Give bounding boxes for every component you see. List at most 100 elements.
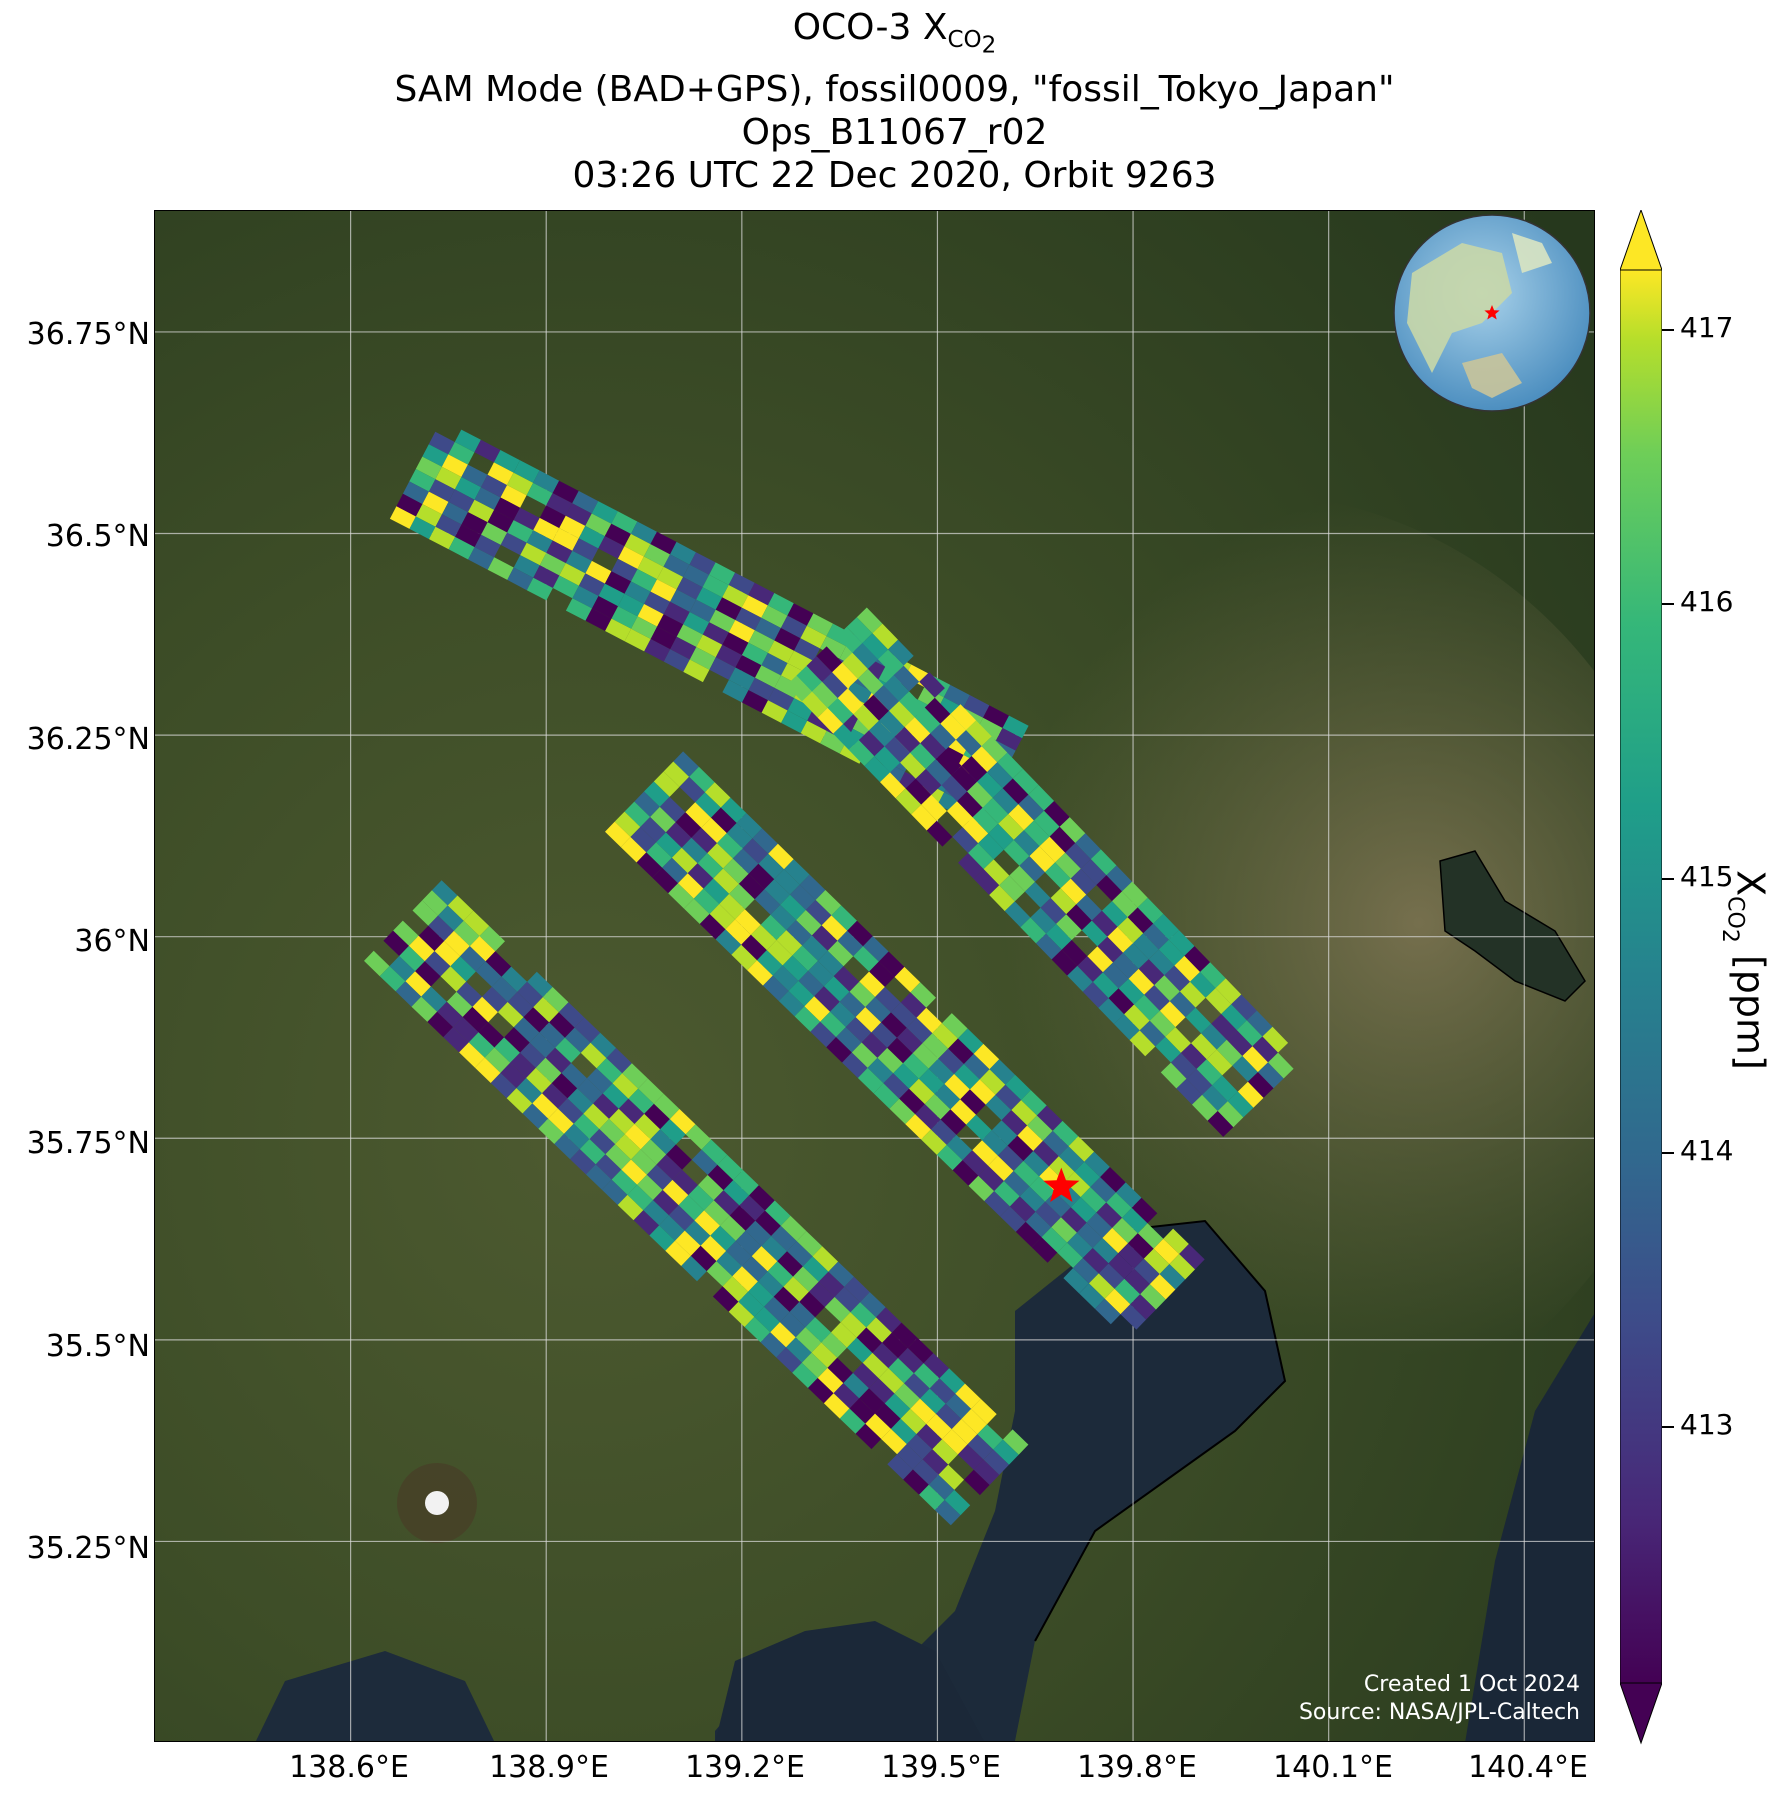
- xco2-sounding: [633, 1210, 660, 1236]
- xco2-sounding: [461, 464, 488, 488]
- xco2-sounding: [988, 1155, 1014, 1181]
- xco2-sounding: [875, 1403, 901, 1429]
- xco2-sounding: [533, 470, 560, 494]
- xco2-sounding: [760, 1332, 786, 1358]
- xco2-sounding: [738, 873, 765, 900]
- xco2-sounding: [957, 791, 983, 818]
- xco2-sounding: [434, 941, 461, 967]
- xco2-sounding: [889, 701, 915, 727]
- xco2-sounding: [873, 685, 900, 711]
- xco2-sounding: [709, 562, 736, 585]
- xco2-sounding: [1115, 1182, 1142, 1208]
- xco2-sounding: [422, 890, 448, 916]
- xco2-sounding: [507, 567, 534, 591]
- xco2-sounding: [689, 599, 716, 623]
- xco2-sounding: [1102, 962, 1129, 989]
- xco2-sounding: [657, 614, 684, 637]
- xco2-sounding: [583, 1103, 609, 1129]
- xco2-sounding: [897, 1444, 923, 1470]
- xco2-sounding: [706, 1261, 733, 1287]
- xco2-sounding: [907, 1337, 934, 1364]
- xco2-sounding: [735, 909, 761, 935]
- xco2-sounding: [1104, 1288, 1131, 1315]
- xco2-sounding: [630, 521, 657, 545]
- map-panel[interactable]: Created 1 Oct 2024 Source: NASA/JPL-Calt…: [154, 210, 1595, 1742]
- xco2-sounding: [723, 1180, 750, 1206]
- xco2-sounding: [786, 1337, 812, 1363]
- xco2-sounding: [577, 1078, 603, 1104]
- xco2-sounding: [1139, 1020, 1166, 1047]
- xco2-sounding: [742, 690, 768, 713]
- xco2-sounding: [943, 684, 970, 708]
- xco2-sounding: [462, 1006, 489, 1033]
- xco2-sounding: [971, 746, 998, 773]
- xco2-sounding: [624, 581, 651, 604]
- xco2-sounding: [454, 477, 481, 500]
- xco2-sounding: [599, 1118, 625, 1145]
- xco2-sounding: [713, 1190, 740, 1216]
- xco2-sounding: [830, 1001, 856, 1028]
- xco2-sounding: [1063, 1268, 1089, 1294]
- lat-tick-label: 36.25°N: [26, 722, 150, 757]
- xco2-sounding: [979, 1069, 1006, 1095]
- xco2-sounding: [1247, 1072, 1274, 1098]
- xco2-sounding: [631, 1149, 657, 1175]
- xco2-sounding: [546, 493, 573, 516]
- xco2-sounding: [513, 460, 540, 483]
- xco2-sounding: [972, 1140, 998, 1166]
- xco2-sounding: [1131, 1197, 1158, 1224]
- xco2-sounding: [1005, 1074, 1031, 1101]
- xco2-sounding: [1206, 1049, 1233, 1076]
- xco2-sounding: [598, 583, 625, 607]
- xco2-sounding: [926, 1413, 952, 1440]
- xco2-sounding: [447, 895, 474, 921]
- xco2-sounding: [1114, 1014, 1140, 1041]
- xco2-sounding: [513, 555, 540, 578]
- xco2-sounding: [699, 914, 726, 940]
- xco2-sounding: [1095, 1298, 1121, 1325]
- xco2-sounding: [522, 1103, 549, 1129]
- xco2-sounding: [435, 466, 462, 490]
- xco2-sounding: [843, 1373, 869, 1399]
- xco2-sounding: [517, 981, 543, 1008]
- xco2-sounding: [396, 493, 423, 517]
- xco2-sounding: [487, 462, 514, 486]
- xco2-sounding: [1148, 949, 1175, 976]
- xco2-sounding: [685, 1124, 712, 1150]
- xco2-sounding: [558, 1002, 585, 1028]
- xco2-sounding: [526, 577, 553, 601]
- xco2-sounding: [846, 1337, 873, 1363]
- xco2-sounding: [1108, 988, 1135, 1015]
- xco2-sounding: [565, 550, 592, 574]
- xco2-sounding: [817, 707, 844, 734]
- xco2-sounding: [673, 751, 699, 777]
- xco2-sounding: [1055, 852, 1081, 879]
- xco2-sounding: [894, 966, 921, 993]
- lat-tick-label: 35.25°N: [26, 1531, 150, 1566]
- xco2-sounding: [1268, 1052, 1294, 1079]
- xco2-sounding: [1045, 862, 1071, 889]
- xco2-sounding: [468, 499, 495, 523]
- xco2-sounding: [1018, 794, 1044, 821]
- xco2-sounding: [729, 883, 755, 910]
- xco2-sounding: [555, 1037, 581, 1063]
- xco2-sounding: [915, 769, 942, 795]
- tokyo-bay: [715, 1221, 1285, 1741]
- xco2-sounding: [939, 1368, 965, 1394]
- xco2-sounding: [1191, 1033, 1217, 1060]
- xco2-sounding: [1079, 1283, 1105, 1309]
- xco2-sounding: [820, 1011, 846, 1038]
- xco2-sounding: [526, 482, 553, 506]
- xco2-sounding: [738, 1291, 764, 1317]
- xco2-sounding: [930, 1119, 957, 1145]
- lake-kasumigaura: [1439, 850, 1586, 1002]
- xco2-sounding: [772, 965, 799, 991]
- xco2-sounding: [1212, 1075, 1238, 1102]
- xco2-sounding: [460, 946, 486, 972]
- xco2-sounding: [776, 930, 803, 956]
- xco2-sounding: [1050, 888, 1077, 915]
- xco2-sounding: [1044, 801, 1070, 827]
- xco2-sounding: [801, 1352, 828, 1378]
- xco2-sounding: [435, 514, 462, 537]
- xco2-sounding: [1123, 943, 1149, 969]
